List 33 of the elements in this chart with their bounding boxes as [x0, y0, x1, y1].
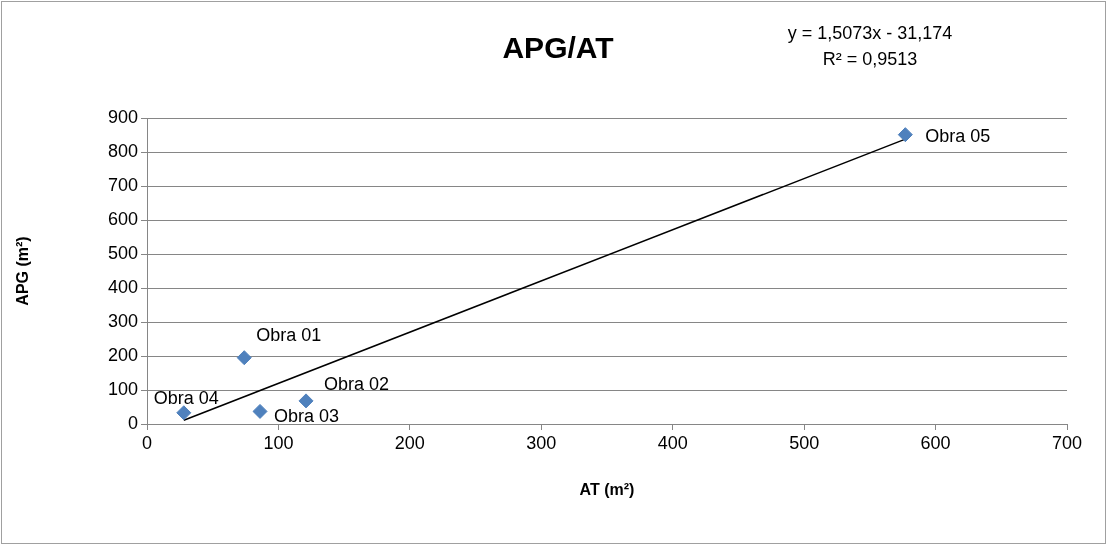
- y-tick-label: 0: [127, 412, 138, 433]
- x-tick-label: 0: [141, 432, 153, 453]
- y-tick-label: 500: [107, 242, 138, 263]
- x-tick-label: 400: [657, 432, 688, 453]
- point: [176, 405, 192, 421]
- annotation: Obra 04: [153, 387, 219, 408]
- x-tick-label: 300: [526, 432, 557, 453]
- y-tick-label: 300: [107, 310, 138, 331]
- y-tick-label: 800: [107, 140, 138, 161]
- point: [298, 393, 314, 409]
- x-tick-label: 600: [920, 432, 951, 453]
- annotation: Obra 03: [274, 406, 340, 427]
- x-tick-label: 700: [1051, 432, 1083, 453]
- y-axis-title: APG (m²): [14, 236, 32, 306]
- annotation: Obra 01: [256, 324, 322, 345]
- annotation: Obra 05: [925, 125, 991, 146]
- annotation: Obra 02: [324, 373, 390, 394]
- point: [252, 403, 268, 419]
- text: y = 1,5073x - 31,174: [787, 22, 953, 43]
- y-tick-label: 200: [107, 344, 138, 365]
- x-tick-label: 500: [789, 432, 820, 453]
- x-axis-title: AT (m²): [579, 480, 635, 498]
- y-tick-label: 400: [107, 276, 138, 297]
- y-tick-label: 100: [107, 378, 138, 399]
- x-tick-label: 100: [263, 432, 294, 453]
- y-tick-label: 700: [107, 174, 138, 195]
- point: [897, 127, 913, 143]
- y-tick-label: 600: [107, 208, 138, 229]
- text: R² = 0,9513: [822, 48, 918, 69]
- chart-title: APG/AT: [502, 31, 614, 65]
- point: [236, 350, 252, 366]
- x-tick-label: 200: [394, 432, 425, 453]
- y-tick-label: 900: [107, 106, 138, 127]
